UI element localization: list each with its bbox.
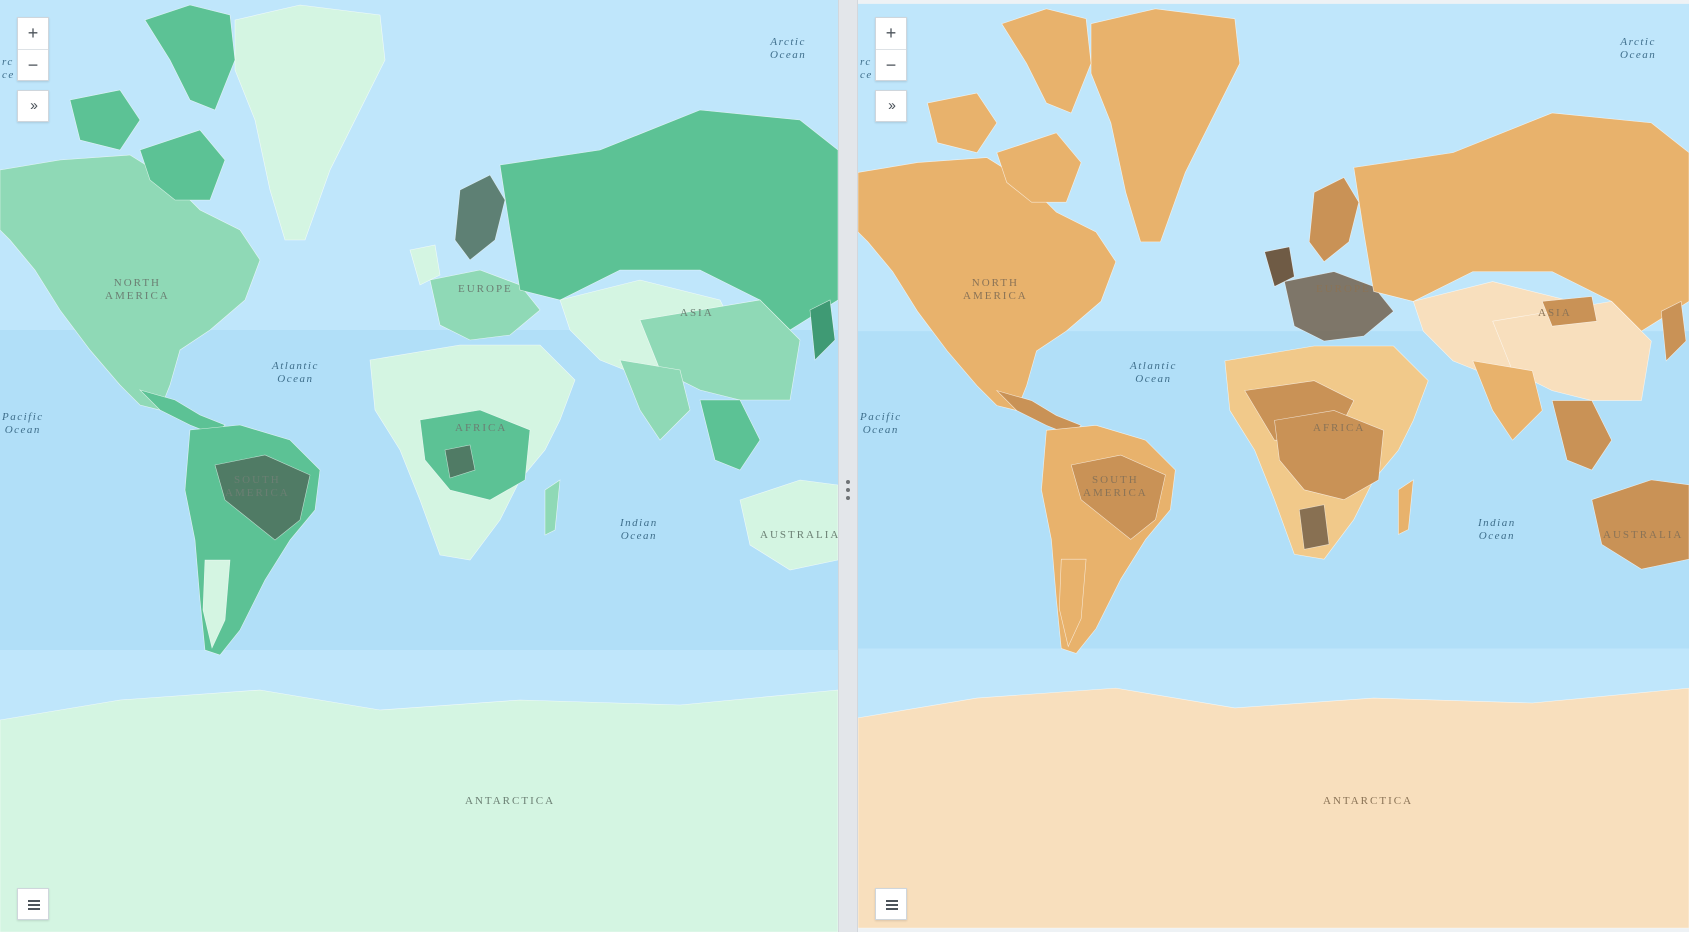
label-south-america: SOUTH AMERICA xyxy=(1083,474,1148,499)
zoom-out-button[interactable]: − xyxy=(27,55,39,75)
country-southeast-asia[interactable] xyxy=(1551,400,1612,471)
list-icon-line xyxy=(886,908,898,910)
list-icon-line xyxy=(28,908,40,910)
country-canada-islands[interactable] xyxy=(144,4,236,111)
country-congo[interactable] xyxy=(444,444,476,479)
label-atlantic-ocean: Atlantic Ocean xyxy=(1130,360,1177,385)
country-madagascar[interactable] xyxy=(1398,479,1414,535)
label-arctic-ocean: Arctic Ocean xyxy=(770,36,807,61)
country-uk[interactable] xyxy=(1264,246,1295,287)
country-antarctica[interactable] xyxy=(0,689,838,932)
country-australia[interactable] xyxy=(1591,479,1689,570)
list-icon-line xyxy=(28,904,40,906)
country-india[interactable] xyxy=(1472,360,1543,441)
country-canada-east[interactable] xyxy=(996,132,1082,203)
country-canada-islands-2[interactable] xyxy=(69,89,141,151)
country-europe[interactable] xyxy=(429,269,541,341)
label-africa: AFRICA xyxy=(1313,422,1366,434)
zoom-controls: + − xyxy=(875,17,907,81)
country-scandinavia[interactable] xyxy=(454,174,506,261)
country-uk[interactable] xyxy=(409,244,441,286)
label-pacific-ocean: Pacific Ocean xyxy=(2,411,44,436)
label-pacific-ocean: Pacific Ocean xyxy=(860,411,902,436)
label-indian-ocean: Indian Ocean xyxy=(620,517,658,542)
zoom-controls: + − xyxy=(17,17,49,81)
country-brazil[interactable] xyxy=(214,454,311,541)
country-chile[interactable] xyxy=(202,559,231,649)
label-europe: EUROPE xyxy=(1316,283,1371,295)
label-atlantic-ocean: Atlantic Ocean xyxy=(272,360,319,385)
right-map-pane[interactable]: Arctic Ocean rc ce NORTH AMERICA Atlanti… xyxy=(858,0,1689,932)
right-map-canvas[interactable] xyxy=(858,0,1689,932)
country-southeast-asia[interactable] xyxy=(699,399,761,471)
country-antarctica[interactable] xyxy=(858,687,1689,929)
country-canada-islands-2[interactable] xyxy=(927,92,998,153)
expand-panel-button[interactable]: ›› xyxy=(17,90,49,122)
country-europe[interactable] xyxy=(1284,271,1394,342)
label-north-america: NORTH AMERICA xyxy=(105,277,170,302)
label-asia: ASIA xyxy=(680,307,714,319)
label-pacific-cut: rc ce xyxy=(2,56,15,81)
country-scandinavia[interactable] xyxy=(1308,177,1360,263)
country-madagascar[interactable] xyxy=(544,479,561,536)
left-map-pane[interactable]: Arctic Ocean rc ce NORTH AMERICA Atlanti… xyxy=(0,0,838,932)
country-canada-east[interactable] xyxy=(139,129,226,201)
label-pacific-cut: rc ce xyxy=(860,56,873,81)
zoom-in-button[interactable]: + xyxy=(876,18,906,50)
label-antarctica: ANTARCTICA xyxy=(1323,795,1414,807)
zoom-out-button[interactable]: − xyxy=(885,55,897,75)
country-australia[interactable] xyxy=(739,479,838,571)
label-south-america: SOUTH AMERICA xyxy=(225,474,290,499)
swipe-divider-handle[interactable] xyxy=(838,0,858,932)
label-north-america: NORTH AMERICA xyxy=(963,277,1028,302)
label-indian-ocean: Indian Ocean xyxy=(1478,517,1516,542)
legend-button[interactable] xyxy=(875,888,907,920)
country-india[interactable] xyxy=(619,359,691,441)
expand-panel-button[interactable]: ›› xyxy=(875,90,907,122)
zoom-in-button[interactable]: + xyxy=(18,18,48,50)
country-canada-islands[interactable] xyxy=(1001,8,1092,114)
label-antarctica: ANTARCTICA xyxy=(465,795,556,807)
left-map-canvas[interactable] xyxy=(0,0,838,932)
country-japan[interactable] xyxy=(809,299,836,361)
country-central-africa[interactable] xyxy=(1274,410,1384,501)
country-greenland[interactable] xyxy=(234,4,386,241)
label-africa: AFRICA xyxy=(455,422,508,434)
list-icon-line xyxy=(886,904,898,906)
country-central-africa[interactable] xyxy=(419,409,531,501)
country-japan[interactable] xyxy=(1660,300,1687,362)
legend-button[interactable] xyxy=(17,888,49,920)
label-australia: AUSTRALIA xyxy=(1603,529,1684,541)
country-brazil[interactable] xyxy=(1070,454,1166,540)
label-arctic-ocean: Arctic Ocean xyxy=(1620,36,1657,61)
country-chile[interactable] xyxy=(1059,558,1087,648)
country-mongolia[interactable] xyxy=(1541,296,1598,327)
label-asia: ASIA xyxy=(1538,307,1572,319)
drag-handle-icon xyxy=(846,480,850,500)
list-icon xyxy=(886,900,898,902)
list-icon xyxy=(28,900,40,902)
label-europe: EUROPE xyxy=(458,283,513,295)
country-greenland[interactable] xyxy=(1090,8,1241,243)
country-namibia[interactable] xyxy=(1298,504,1330,550)
label-australia: AUSTRALIA xyxy=(760,529,838,541)
